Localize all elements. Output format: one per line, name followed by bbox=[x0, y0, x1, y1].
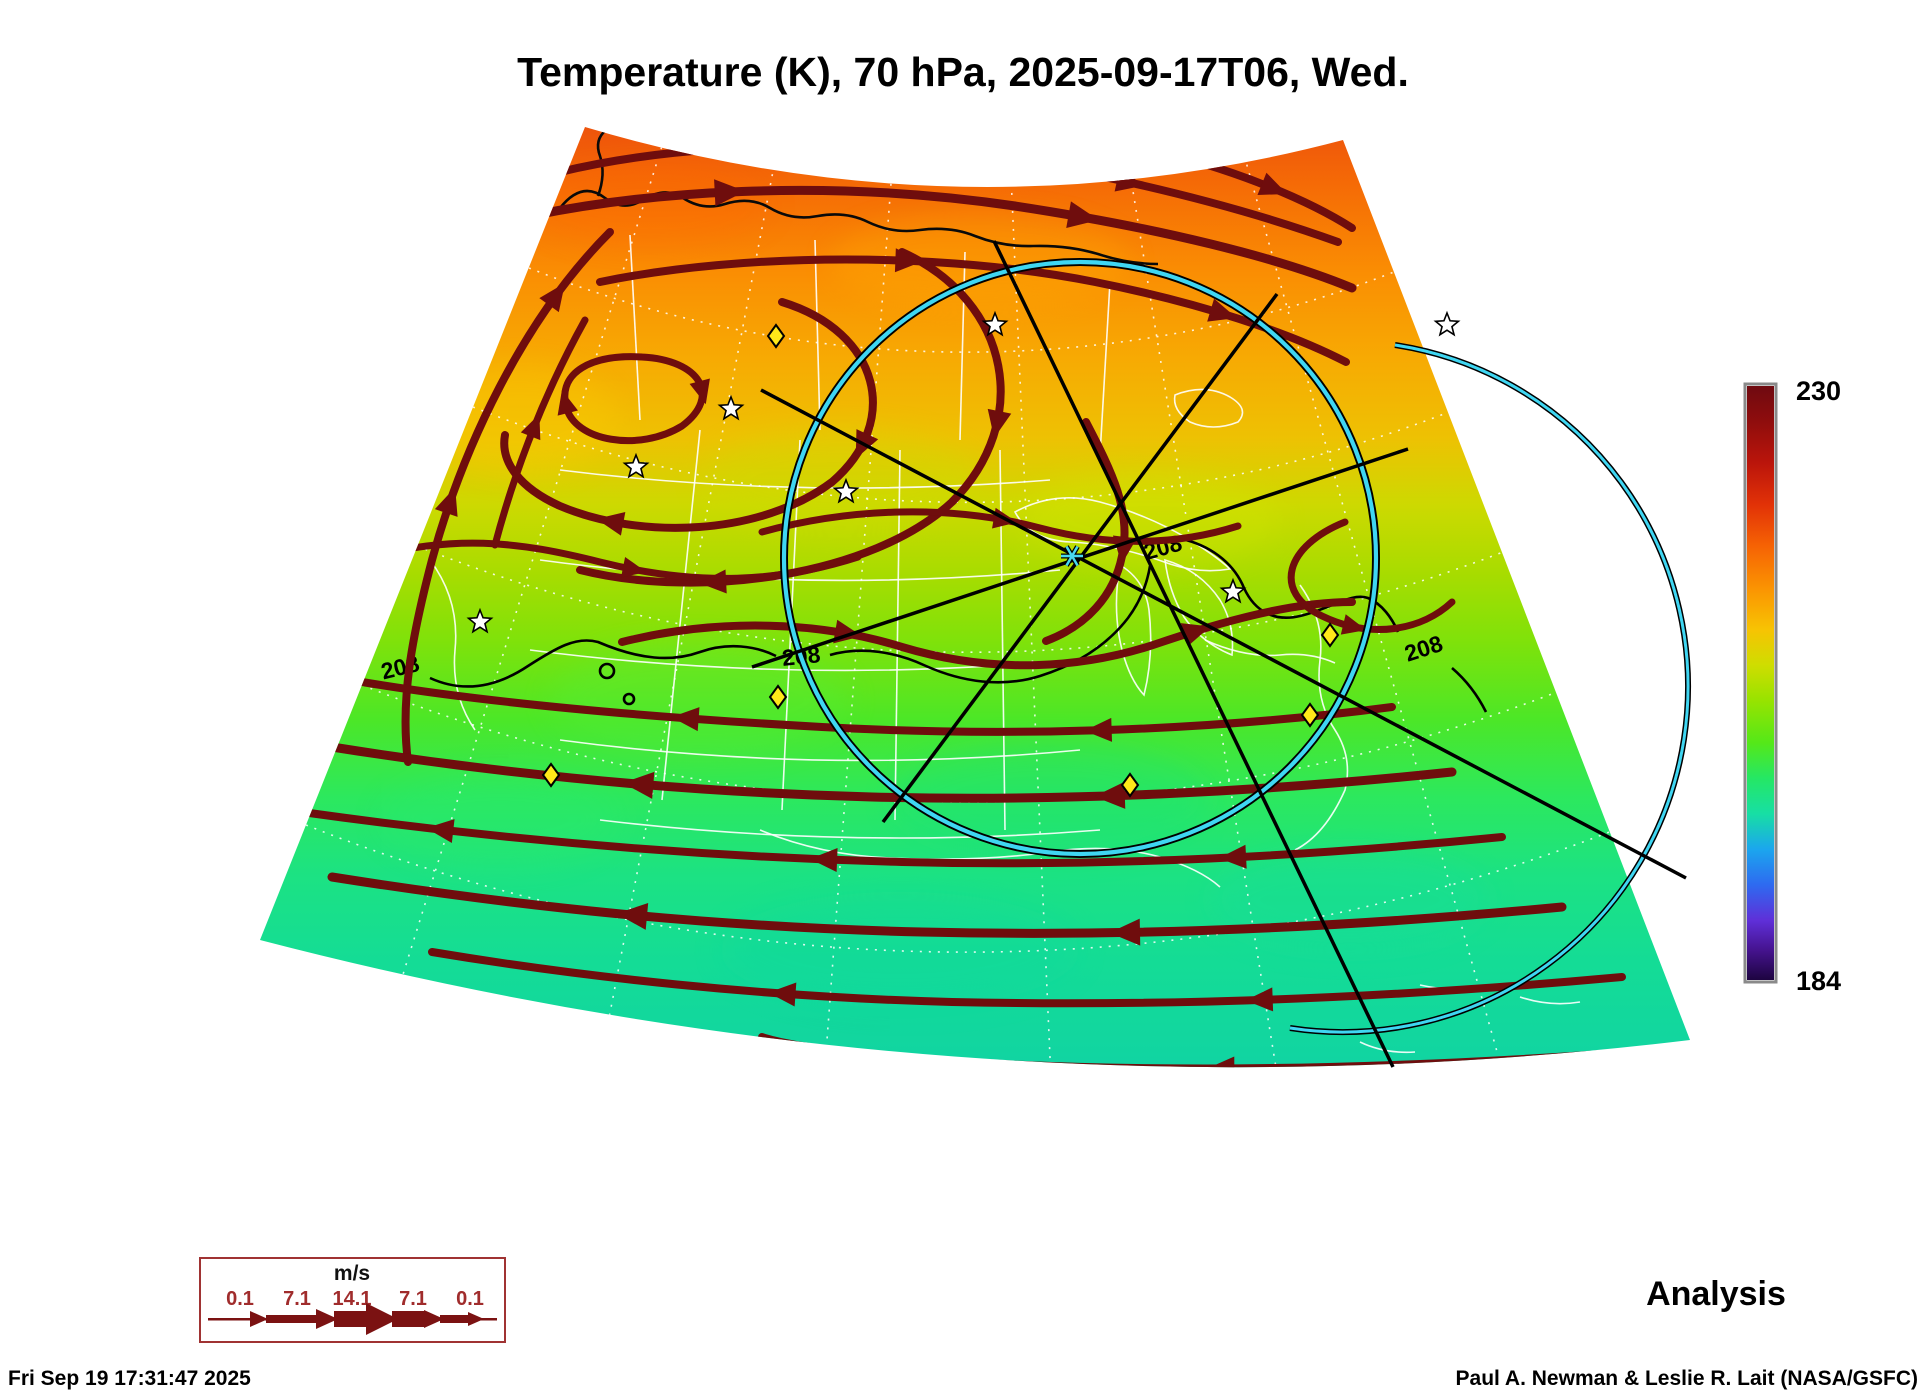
colorbar-max-label: 230 bbox=[1796, 376, 1841, 406]
station-diamond-icon bbox=[1120, 772, 1140, 798]
station-diamond-icon bbox=[541, 762, 561, 788]
wind-arrowhead-icon bbox=[894, 248, 923, 273]
wind-arrowhead-icon bbox=[557, 390, 578, 416]
credit-text: Paul A. Newman & Leslie R. Lait (NASA/GS… bbox=[1456, 1367, 1918, 1390]
wind-arrowhead-icon bbox=[1257, 172, 1288, 195]
wind-arrowhead-icon bbox=[596, 512, 626, 536]
wind-arrowhead-icon bbox=[1109, 918, 1141, 946]
colorbar-frame bbox=[1743, 382, 1778, 984]
wind-arrowhead-icon bbox=[768, 982, 797, 1007]
wind-arrowhead-icon bbox=[621, 557, 647, 578]
wind-arrowhead-icon bbox=[426, 819, 455, 843]
wind-arrowhead-icon bbox=[622, 771, 655, 799]
wind-arrowhead-icon bbox=[1340, 614, 1367, 635]
wind-legend-value: 7.1 bbox=[399, 1288, 427, 1310]
star-markers bbox=[466, 310, 1461, 634]
wind-arrowhead-icon bbox=[1245, 987, 1274, 1012]
figure-title: Temperature (K), 70 hPa, 2025-09-17T06, … bbox=[517, 49, 1409, 95]
wind-legend-value: 0.1 bbox=[456, 1288, 484, 1310]
wind-arrowhead-icon bbox=[1066, 201, 1099, 228]
inner-range-ring bbox=[781, 259, 1379, 857]
wind-arrowhead-icon bbox=[1218, 844, 1247, 869]
wind-arrowhead-icon bbox=[539, 283, 565, 313]
analysis-label: Analysis bbox=[1646, 1275, 1786, 1313]
station-diamond-icon bbox=[1320, 622, 1340, 648]
radial-lines bbox=[751, 240, 1687, 1068]
station-star-icon bbox=[981, 310, 1009, 337]
station-diamond-icon bbox=[766, 323, 786, 349]
wind-legend-box bbox=[199, 1257, 506, 1343]
wind-arrowhead-icon bbox=[434, 487, 458, 517]
wind-speed-legend: m/s 0.1 7.1 14.1 7.1 0.1 bbox=[199, 1257, 506, 1343]
range-rings bbox=[780, 258, 1692, 1035]
wind-legend-value: 7.1 bbox=[283, 1288, 311, 1310]
site-center-asterisk bbox=[1061, 545, 1083, 567]
wind-arrowhead-icon bbox=[1207, 1056, 1235, 1068]
station-star-icon bbox=[622, 452, 650, 479]
diamond-markers bbox=[541, 323, 1340, 798]
wind-arrowhead-icon bbox=[1094, 781, 1126, 809]
wind-arrowhead-icon bbox=[787, 133, 815, 158]
wind-legend-arrow-glyph bbox=[208, 1303, 497, 1335]
temperature-field bbox=[260, 127, 1690, 1068]
wind-arrowhead-icon bbox=[987, 408, 1012, 438]
station-star-icon bbox=[466, 607, 494, 634]
colorbar: 230 184 bbox=[1743, 376, 1841, 996]
map-area: 208 208 208 208 bbox=[260, 127, 1690, 1068]
station-star-icon bbox=[832, 477, 860, 504]
station-star-icon bbox=[1433, 310, 1461, 337]
wind-arrowhead-icon bbox=[714, 179, 746, 207]
outer-range-ring bbox=[1289, 343, 1690, 1034]
wind-arrowhead-icon bbox=[698, 569, 727, 594]
wind-legend-value: 0.1 bbox=[226, 1288, 254, 1310]
wind-legend-units: m/s bbox=[334, 1262, 370, 1285]
station-diamond-icon bbox=[768, 684, 788, 710]
station-star-icon bbox=[1219, 577, 1247, 604]
wind-arrowhead-icon bbox=[1084, 717, 1113, 742]
wind-arrowhead-icon bbox=[689, 378, 710, 405]
wind-arrowhead-icon bbox=[616, 902, 649, 930]
wind-arrowhead-icon bbox=[671, 707, 700, 732]
wind-arrowhead-icon bbox=[520, 414, 541, 441]
station-star-icon bbox=[717, 394, 745, 421]
station-diamond-icon bbox=[1300, 702, 1320, 728]
wind-arrowhead-icon bbox=[809, 847, 838, 872]
colorbar-gradient bbox=[1747, 386, 1774, 980]
wind-legend-value: 14.1 bbox=[333, 1288, 372, 1310]
center-asterisk-icon bbox=[1065, 545, 1079, 567]
colorbar-min-label: 184 bbox=[1796, 966, 1841, 996]
generation-timestamp: Fri Sep 19 17:31:47 2025 bbox=[8, 1367, 251, 1390]
wind-arrowhead-icon bbox=[1207, 298, 1237, 322]
